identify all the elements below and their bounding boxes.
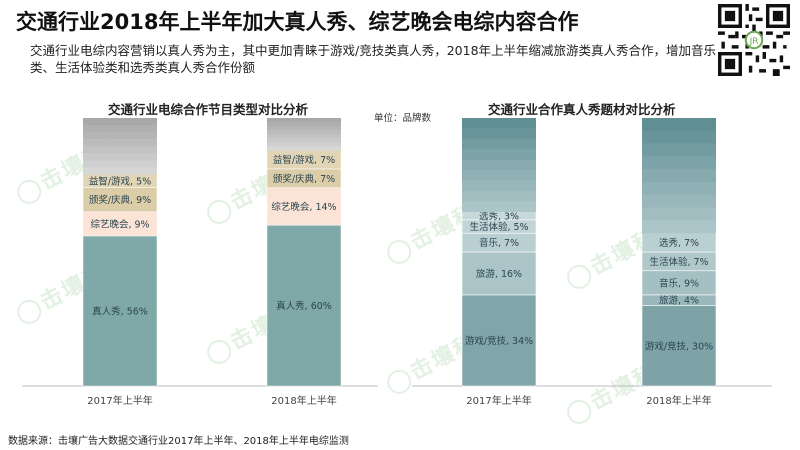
- bar-segment: [267, 134, 341, 139]
- bar-segment: [462, 170, 536, 181]
- x-tick-label: 2018年上半年: [271, 394, 336, 407]
- data-label: 旅游, 16%: [476, 268, 522, 280]
- bar-segment: [267, 126, 341, 131]
- bar-segment: [642, 207, 716, 221]
- page-title: 交通行业2018年上半年加大真人秀、综艺晚会电综内容合作: [16, 10, 579, 34]
- data-label: 益智/游戏, 7%: [273, 154, 335, 166]
- data-label: 真人秀, 56%: [92, 305, 148, 317]
- bar-segment: [267, 118, 341, 123]
- x-tick-label: 2017年上半年: [466, 394, 531, 407]
- bar-segment: [83, 160, 157, 168]
- svg-text:JR: JR: [749, 37, 759, 47]
- data-label: 真人秀, 60%: [276, 300, 332, 312]
- bar-segment: [642, 143, 716, 157]
- bar-segment: [83, 146, 157, 154]
- data-label: 生活体验, 5%: [469, 221, 528, 233]
- data-label: 选秀, 3%: [479, 210, 519, 222]
- bar-segment: [83, 132, 157, 140]
- bar-segment: [267, 142, 341, 147]
- bar-segment: [462, 180, 536, 192]
- data-label: 游戏/竞技, 34%: [465, 335, 533, 347]
- bar-segment: [267, 146, 341, 151]
- bar-segment: [642, 194, 716, 208]
- bar-segment: [83, 118, 157, 126]
- data-label: 综艺晚会, 9%: [90, 218, 149, 230]
- data-label: 颁奖/庆典, 7%: [273, 173, 335, 185]
- bar-segment: [83, 139, 157, 147]
- bar-segment: [461, 251, 537, 296]
- bar-segment: [642, 118, 716, 132]
- bar-segment: [462, 118, 536, 129]
- bar-segment: [642, 220, 716, 234]
- bar-segment: [462, 128, 536, 140]
- x-tick-label: 2018年上半年: [646, 394, 711, 407]
- left-stacked-bar-chart: 真人秀, 56% 综艺晚会, 9% 颁奖/庆典, 9% 益智/游戏, 5% 2017年上…: [22, 118, 378, 407]
- title-bar: 交通行业2018年上半年加大真人秀、综艺晚会电综内容合作: [0, 0, 712, 40]
- data-label: 音乐, 9%: [659, 277, 699, 289]
- bar-segment: [462, 149, 536, 160]
- bar-segment: [642, 156, 716, 170]
- bar-segment: [267, 138, 341, 143]
- right-chart-title: 交通行业合作真人秀题材对比分析: [488, 102, 676, 117]
- bar-segment: [641, 305, 717, 387]
- bar-segment: [82, 235, 158, 387]
- data-label: 音乐, 7%: [479, 237, 519, 249]
- data-label: 生活体验, 7%: [649, 256, 708, 268]
- bar-segment: [83, 167, 157, 175]
- bar-segment: [642, 182, 716, 196]
- bar-segment: [83, 125, 157, 133]
- page-subtitle: 交通行业电综内容营销以真人秀为主，其中更加青睐于游戏/竞技类真人秀，2018年上…: [30, 43, 717, 75]
- bar-segment: [462, 190, 536, 202]
- bar-segment: [462, 159, 536, 171]
- unit-label: 单位：品牌数: [374, 113, 432, 124]
- bar-segment: [267, 130, 341, 135]
- bar-segment: [642, 169, 716, 183]
- data-label: 选秀, 7%: [659, 237, 699, 249]
- bar-segment: [461, 294, 537, 387]
- bar-segment: [266, 187, 342, 226]
- data-label: 颁奖/庆典, 9%: [89, 194, 151, 206]
- data-label: 综艺晚会, 14%: [271, 201, 336, 213]
- data-label: 益智/游戏, 5%: [89, 175, 151, 187]
- right-stacked-bar-chart: 游戏/竞技, 34% 旅游, 16% 音乐, 7% 生活体验, 5%选秀, 3% 201…: [412, 118, 772, 407]
- bar-segment: [267, 122, 341, 127]
- bar-segment: [83, 153, 157, 161]
- bar-segment: [462, 138, 536, 150]
- source-note: 数据来源：击壤广告大数据交通行业2017年上半年、2018年上半年电综监测: [8, 436, 349, 447]
- x-tick-label: 2017年上半年: [87, 394, 152, 407]
- data-label: 旅游, 4%: [659, 295, 699, 307]
- left-chart-title: 交通行业电综合作节目类型对比分析: [108, 102, 309, 117]
- bar-segment: [82, 187, 158, 213]
- data-label: 游戏/竞技, 30%: [645, 340, 713, 352]
- bar-segment: [266, 224, 342, 387]
- qr-code-icon: JR: [718, 4, 790, 76]
- bar-segment: [642, 130, 716, 144]
- bar-segment: [462, 201, 536, 213]
